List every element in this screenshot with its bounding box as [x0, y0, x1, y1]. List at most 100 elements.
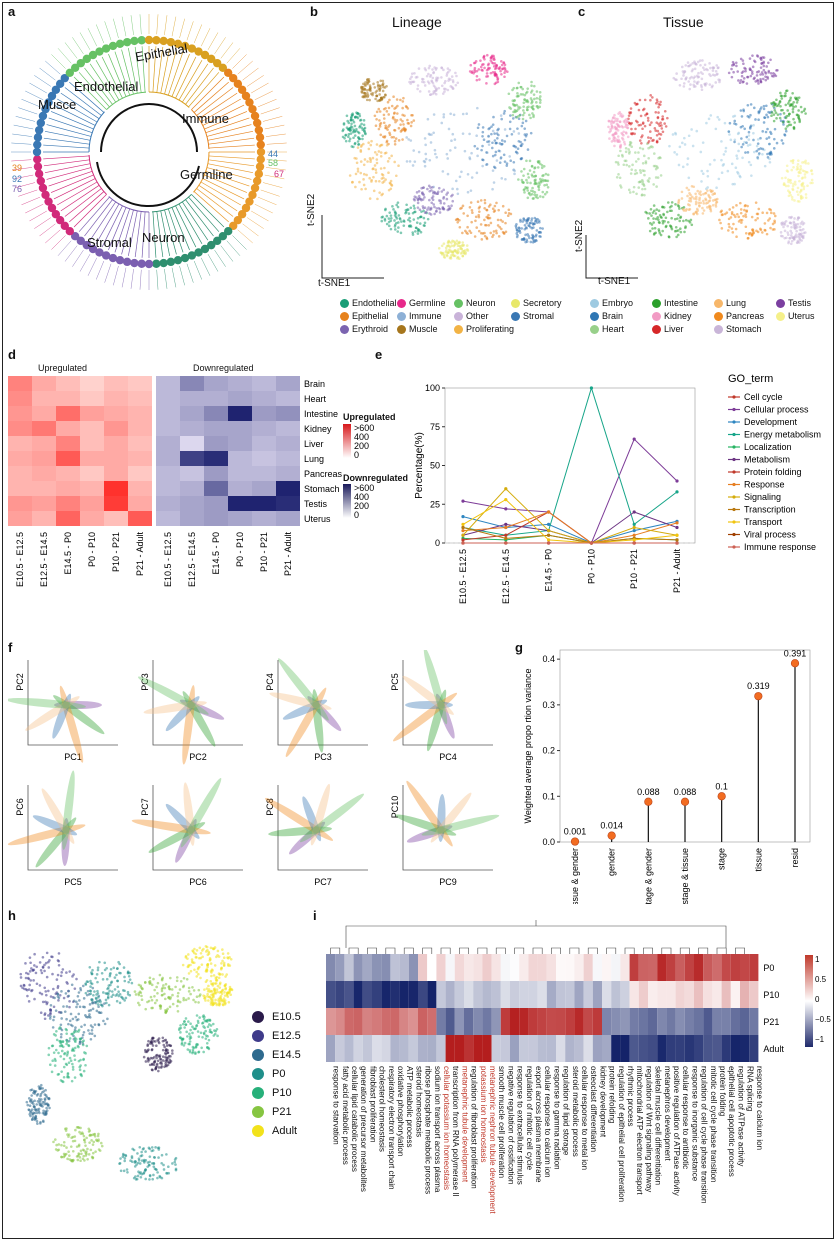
- heatmap-cell-down: [276, 496, 300, 511]
- scatter-point: [188, 1042, 191, 1046]
- tree-branch: [188, 196, 220, 232]
- leaf-dot: [166, 37, 176, 47]
- scatter-point: [545, 179, 548, 183]
- pc-x-label: PC4: [439, 752, 457, 762]
- leaf-dot: [88, 50, 98, 60]
- scatter-point: [759, 56, 763, 60]
- scatter-point: [744, 232, 748, 235]
- scatter-point: [676, 233, 680, 237]
- scatter-point: [682, 74, 685, 77]
- scatter-point: [713, 158, 716, 162]
- scatter-point: [376, 197, 379, 201]
- go-heatmap-cell: [546, 954, 556, 981]
- leaf-dot: [229, 73, 238, 83]
- scatter-point: [659, 174, 663, 177]
- scatter-point: [668, 144, 671, 148]
- go-heatmap-cell: [473, 954, 483, 981]
- scatter-point: [369, 143, 373, 147]
- scatter-point: [403, 114, 406, 117]
- go-heatmap-cell: [638, 954, 648, 981]
- tree-branch: [134, 46, 142, 93]
- scatter-point: [167, 1165, 170, 1169]
- scatter-point: [185, 977, 189, 981]
- scatter-point: [89, 1148, 93, 1152]
- series-point: [547, 538, 551, 542]
- scatter-point: [434, 89, 438, 92]
- go-heatmap-cell: [335, 981, 345, 1008]
- scatter-point: [368, 84, 372, 87]
- stage-umap-plot: [19, 945, 234, 1181]
- scatter-point: [698, 196, 701, 200]
- scatter-point: [614, 117, 617, 120]
- scatter-point: [436, 190, 440, 194]
- scatter-point: [509, 114, 512, 117]
- scatter-point: [682, 85, 686, 88]
- scatter-point: [82, 1154, 85, 1158]
- scatter-point: [110, 990, 114, 993]
- scatter-point: [533, 216, 537, 220]
- scatter-point: [426, 117, 430, 121]
- scatter-point: [213, 1029, 216, 1032]
- scatter-point: [85, 1136, 88, 1140]
- heatmap-cell-up: [8, 451, 32, 466]
- scatter-point: [205, 1041, 209, 1045]
- scatter-point: [65, 1146, 68, 1149]
- scatter-point: [419, 230, 423, 234]
- tree-branch: [202, 104, 245, 126]
- go-heatmap-cell: [344, 1035, 354, 1062]
- scatter-point: [397, 226, 400, 229]
- scatter-point: [477, 215, 481, 219]
- scatter-point: [150, 1048, 154, 1052]
- scatter-point: [387, 125, 390, 128]
- scatter-point: [78, 1037, 82, 1041]
- heatmap-cell-down: [180, 406, 204, 421]
- scatter-point: [504, 211, 507, 215]
- scatter-point: [30, 989, 33, 993]
- scatter-point: [399, 123, 402, 126]
- scatter-point: [184, 1017, 188, 1020]
- tree-branch: [204, 174, 248, 193]
- scatter-point: [523, 98, 527, 101]
- scatter-point: [126, 1171, 129, 1174]
- leaf-dot: [38, 183, 48, 193]
- legend-title: GO_term: [728, 373, 773, 385]
- scatter-point: [43, 1017, 47, 1021]
- leaf-dot: [159, 36, 168, 46]
- scatter-point: [524, 240, 527, 244]
- scatter-point: [795, 229, 798, 233]
- scatter-point: [19, 972, 23, 976]
- leaf-dot: [51, 85, 61, 94]
- scatter-point: [461, 231, 464, 235]
- heatmap-cell-down: [204, 466, 228, 481]
- scatter-point: [65, 1042, 68, 1046]
- scatter-point: [802, 221, 806, 225]
- scatter-point: [489, 231, 493, 235]
- scatter-point: [362, 178, 365, 181]
- scatter-point: [791, 91, 794, 95]
- go-term-label: sodium ion transport across plasma: [433, 1066, 442, 1193]
- scatter-point: [147, 1039, 150, 1043]
- scatter-point: [64, 1027, 68, 1031]
- scatter-point: [473, 144, 477, 148]
- scatter-point: [658, 156, 662, 159]
- scatter-point: [534, 178, 537, 182]
- scatter-point: [740, 145, 743, 149]
- scatter-point: [522, 101, 526, 105]
- scatter-point: [447, 127, 451, 131]
- leaf-label-tick: [251, 82, 269, 94]
- go-heatmap-cell: [390, 981, 400, 1008]
- scatter-point: [772, 212, 776, 215]
- scatter-point: [539, 195, 542, 198]
- scatter-point: [754, 201, 758, 204]
- scatter-point: [366, 80, 369, 84]
- scatter-point: [654, 167, 658, 171]
- scatter-point: [734, 166, 738, 170]
- go-heatmap-cell: [372, 1035, 382, 1062]
- scatter-point: [629, 172, 633, 175]
- leaf-label-tick: [21, 196, 41, 206]
- series-point: [632, 437, 636, 441]
- legend-swatch: [511, 299, 520, 309]
- scatter-point: [748, 143, 752, 147]
- scatter-point: [105, 1001, 108, 1005]
